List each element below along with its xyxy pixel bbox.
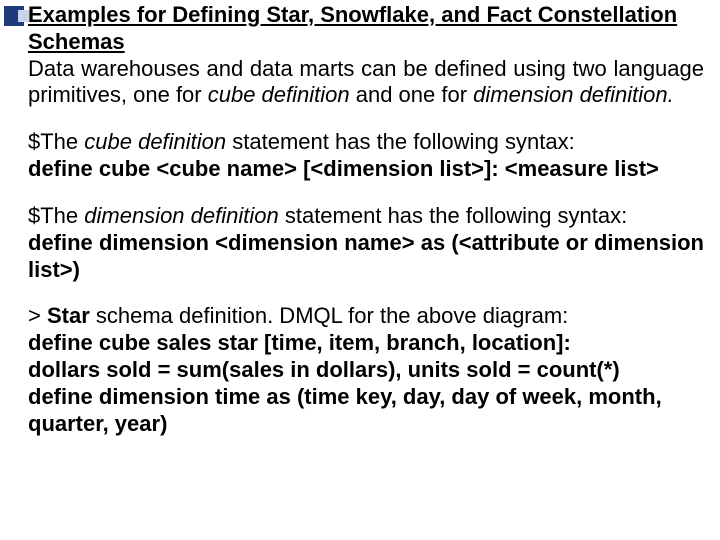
- slide-heading: Examples for Defining Star, Snowflake, a…: [28, 2, 704, 56]
- spacer: [28, 109, 704, 129]
- dim-syntax: define dimension <dimension name> as (<a…: [28, 230, 704, 284]
- spacer: [28, 183, 704, 203]
- star-lead-prefix: >: [28, 303, 47, 328]
- cube-stmt-suffix: statement has the following syntax:: [226, 129, 575, 154]
- star-define-dimension-time: define dimension time as (time key, day,…: [28, 384, 704, 438]
- cube-stmt-line: $The cube definition statement has the f…: [28, 129, 704, 156]
- cube-stmt-em: cube definition: [84, 129, 226, 154]
- intro-mid: and one for: [350, 82, 474, 107]
- dim-stmt-suffix: statement has the following syntax:: [279, 203, 628, 228]
- intro-em-dimension: dimension definition.: [473, 82, 674, 107]
- dim-stmt-em: dimension definition: [84, 203, 278, 228]
- star-lead-bold: Star: [47, 303, 90, 328]
- cube-stmt-prefix: $The: [28, 129, 84, 154]
- navy-square-icon: [4, 6, 24, 26]
- cube-syntax: define cube <cube name> [<dimension list…: [28, 156, 704, 183]
- star-define-cube: define cube sales star [time, item, bran…: [28, 330, 704, 357]
- intro-em-cube: cube definition: [208, 82, 350, 107]
- star-lead-suffix: schema definition. DMQL for the above di…: [90, 303, 569, 328]
- slide-content: Examples for Defining Star, Snowflake, a…: [28, 2, 704, 530]
- slide: Examples for Defining Star, Snowflake, a…: [0, 0, 720, 540]
- spacer: [28, 283, 704, 303]
- dim-stmt-prefix: $The: [28, 203, 84, 228]
- dim-stmt-line: $The dimension definition statement has …: [28, 203, 704, 230]
- intro-paragraph: Data warehouses and data marts can be de…: [28, 56, 704, 110]
- star-measures: dollars sold = sum(sales in dollars), un…: [28, 357, 704, 384]
- star-lead: > Star schema definition. DMQL for the a…: [28, 303, 704, 330]
